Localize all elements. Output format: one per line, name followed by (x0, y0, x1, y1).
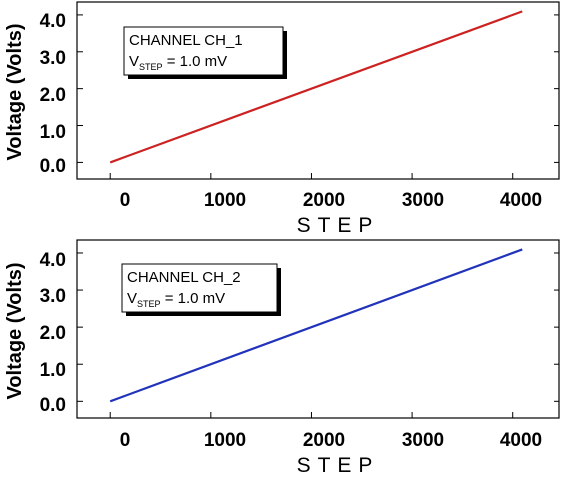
legend-box-ch1: CHANNEL CH_1 VSTEP = 1.0 mV (123, 26, 287, 79)
legend-box-ch2: CHANNEL CH_2 VSTEP = 1.0 mV (121, 263, 281, 316)
y-tick-label: 4.0 (40, 11, 66, 32)
x-ticks-ch2 (109, 412, 514, 418)
y-ticks-ch1 (77, 14, 83, 163)
y-tick-label: 2.0 (40, 323, 66, 344)
legend-frame (123, 26, 284, 76)
x-tick-label: 1000 (204, 430, 246, 451)
panel-ch1: 4.0 3.0 2.0 1.0 0.0 0 1000 2000 3000 400… (4, 1, 560, 237)
y-tick-label: 1.0 (40, 360, 66, 381)
legend-vstep: VSTEP = 1.0 mV (129, 53, 227, 72)
x-tick-label: 1000 (204, 190, 246, 211)
x-tick-label: 0 (120, 430, 131, 451)
x-ticks-ch1 (109, 173, 514, 179)
x-axis-title: STEP (297, 214, 380, 237)
right-ticks-ch1 (554, 14, 559, 163)
y-tick-label: 0.0 (40, 395, 66, 416)
y-tick-label: 3.0 (40, 286, 66, 307)
y-tick-label: 2.0 (40, 85, 66, 106)
plot-frame-ch1 (76, 1, 560, 180)
right-ticks-ch2 (554, 252, 559, 402)
legend-vstep: VSTEP = 1.0 mV (127, 290, 225, 309)
data-line-ch2 (109, 248, 523, 403)
x-tick-label: 4000 (500, 190, 542, 211)
y-tick-label: 4.0 (40, 250, 66, 271)
x-axis-title: STEP (297, 454, 380, 477)
y-axis-title: Voltage (Volts) (4, 23, 26, 160)
y-tick-label: 1.0 (40, 122, 66, 143)
legend-frame (121, 263, 278, 313)
plot-frame-ch2 (76, 239, 560, 419)
x-tick-label: 3000 (402, 430, 444, 451)
y-ticks-ch2 (77, 252, 83, 402)
y-tick-label: 0.0 (40, 156, 66, 177)
x-tick-label: 3000 (402, 190, 444, 211)
x-tick-label: 0 (120, 190, 131, 211)
legend-channel: CHANNEL CH_1 (129, 32, 243, 49)
x-tick-label: 2000 (303, 430, 345, 451)
x-tick-label: 2000 (303, 190, 345, 211)
data-line-ch1 (109, 10, 523, 164)
y-tick-label: 3.0 (40, 48, 66, 69)
x-tick-label: 4000 (500, 430, 542, 451)
legend-channel: CHANNEL CH_2 (127, 269, 241, 286)
panel-ch2: 4.0 3.0 2.0 1.0 0.0 0 1000 2000 3000 400… (4, 239, 560, 477)
y-axis-title: Voltage (Volts) (4, 262, 26, 399)
